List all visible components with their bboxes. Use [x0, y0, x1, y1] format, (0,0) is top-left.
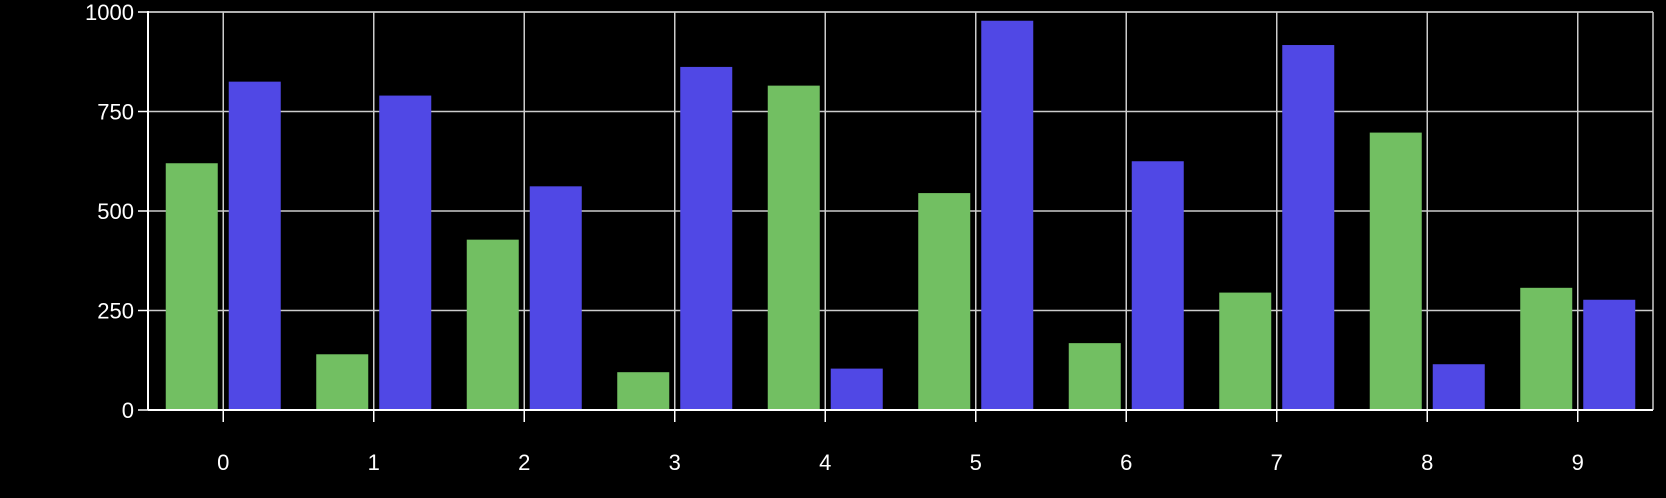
x-tick-label: 3	[669, 450, 681, 475]
bars	[165, 20, 1636, 411]
bar-series-0-6	[1068, 343, 1121, 410]
y-tick-label: 0	[122, 398, 134, 423]
axes	[138, 11, 1653, 422]
y-tick-label: 250	[97, 299, 134, 324]
bar-series-1-1	[379, 95, 432, 410]
bar-series-0-3	[617, 372, 670, 410]
bar-series-1-8	[1432, 364, 1485, 410]
y-tick-label: 1000	[85, 0, 134, 25]
bar-series-1-4	[830, 368, 883, 410]
bar-series-0-7	[1219, 292, 1272, 410]
tick-labels: 0 250 500 750 1000 0 1 2 3 4 5 6 7 8 9	[85, 0, 1584, 475]
x-tick-label: 2	[518, 450, 530, 475]
y-tick-label: 500	[97, 199, 134, 224]
bar-series-1-7	[1282, 45, 1335, 411]
x-tick-label: 6	[1120, 450, 1132, 475]
x-tick-label: 7	[1271, 450, 1283, 475]
x-tick-label: 9	[1572, 450, 1584, 475]
bar-series-1-9	[1583, 299, 1636, 410]
bar-series-1-3	[680, 66, 733, 410]
grid-lines	[148, 11, 1654, 411]
bar-series-1-2	[529, 186, 582, 410]
bar-series-1-5	[981, 20, 1034, 410]
bar-series-1-6	[1131, 161, 1184, 410]
x-tick-label: 8	[1421, 450, 1433, 475]
bar-series-0-1	[316, 354, 369, 410]
bar-series-0-0	[165, 163, 218, 410]
bar-series-0-5	[918, 193, 971, 410]
x-tick-label: 1	[368, 450, 380, 475]
bar-series-0-2	[466, 239, 519, 410]
x-tick-label: 4	[819, 450, 831, 475]
bar-series-0-9	[1520, 287, 1573, 410]
x-tick-label: 0	[217, 450, 229, 475]
x-tick-label: 5	[970, 450, 982, 475]
y-tick-label: 750	[97, 100, 134, 125]
bar-series-0-4	[767, 85, 820, 410]
bar-series-1-0	[228, 81, 281, 411]
bar-series-0-8	[1369, 132, 1422, 410]
